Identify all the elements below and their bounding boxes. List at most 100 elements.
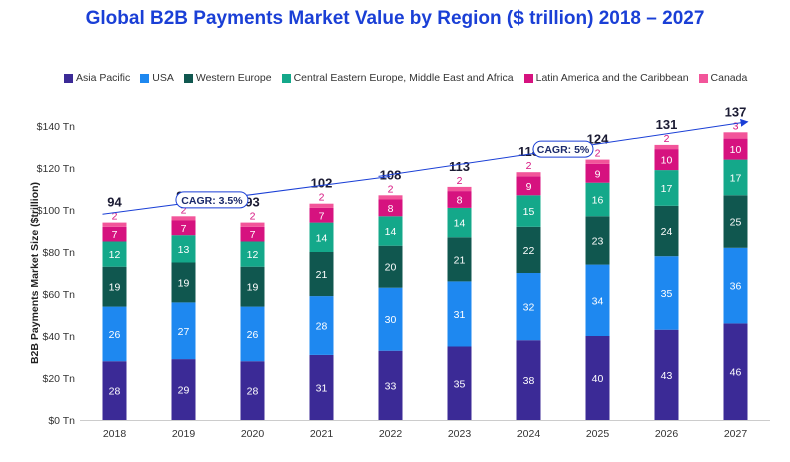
legend-swatch bbox=[64, 73, 73, 83]
legend-item: USA bbox=[140, 72, 174, 84]
bar-total-label: 93 bbox=[245, 195, 259, 210]
legend-label: Asia Pacific bbox=[76, 72, 131, 84]
bar-data-label: 34 bbox=[592, 295, 604, 307]
bar-data-label: 19 bbox=[109, 282, 121, 294]
legend-label: Western Europe bbox=[195, 72, 272, 84]
bar-data-label: 7 bbox=[319, 210, 325, 222]
legend-swatch bbox=[698, 73, 708, 83]
legend-item: Asia Pacific bbox=[64, 72, 130, 84]
bar-data-label: 7 bbox=[181, 223, 187, 235]
bar-data-label: 17 bbox=[661, 183, 673, 195]
bar-segment bbox=[516, 172, 541, 177]
legend-swatch bbox=[183, 73, 193, 83]
legend-item: Canada bbox=[698, 72, 748, 84]
bar-data-label: 26 bbox=[109, 329, 121, 341]
bar-data-label: 27 bbox=[178, 326, 190, 338]
bar-segment bbox=[378, 195, 403, 200]
legend-label: USA bbox=[152, 72, 174, 84]
bar-data-label: 29 bbox=[178, 385, 190, 397]
bar-data-label: 30 bbox=[385, 314, 397, 326]
bar-segment bbox=[654, 329, 679, 420]
cagr-label-box bbox=[532, 140, 594, 158]
bar-segment bbox=[585, 163, 610, 183]
bar-segment bbox=[447, 281, 472, 347]
bar-segment bbox=[447, 191, 472, 208]
bar-segment bbox=[309, 252, 334, 297]
bar-data-label: 9 bbox=[526, 181, 532, 193]
bar-segment bbox=[516, 176, 541, 196]
bar-data-label: 3 bbox=[733, 120, 739, 132]
bar-total-label: 113 bbox=[449, 159, 470, 174]
bar-segment bbox=[585, 216, 610, 265]
bar-segment bbox=[378, 199, 403, 217]
x-tick-label: 2021 bbox=[310, 428, 334, 440]
legend-label: Central Eastern Europe, Middle East and … bbox=[293, 72, 514, 84]
cagr-label-box bbox=[175, 191, 249, 209]
y-tick-label: $80 Tn bbox=[43, 247, 76, 259]
bar-segment bbox=[585, 182, 610, 217]
bar-segment bbox=[585, 336, 610, 420]
bar-data-label: 8 bbox=[388, 203, 394, 215]
bar-data-label: 15 bbox=[523, 206, 535, 218]
x-tick-label: 2025 bbox=[586, 428, 610, 440]
chart-title: Global B2B Payments Market Value by Regi… bbox=[85, 8, 705, 29]
bar-data-label: 7 bbox=[250, 229, 256, 241]
cagr-label: CAGR: 5% bbox=[537, 144, 590, 156]
legend-swatch bbox=[281, 73, 291, 83]
bar-data-label: 8 bbox=[457, 195, 463, 207]
bar-segment bbox=[447, 237, 472, 282]
bar-segment bbox=[240, 306, 265, 362]
bar-data-label: 35 bbox=[454, 378, 466, 390]
bar-segment bbox=[309, 296, 334, 355]
bar-data-label: 2 bbox=[112, 211, 118, 223]
bar-data-label: 2 bbox=[595, 148, 601, 160]
bar-segment bbox=[309, 203, 334, 208]
bar-segment bbox=[378, 287, 403, 351]
bar-segment bbox=[654, 205, 679, 257]
bar-data-label: 43 bbox=[661, 370, 673, 382]
bar-data-label: 16 bbox=[592, 195, 604, 207]
bar-data-label: 7 bbox=[112, 229, 118, 241]
bar-segment bbox=[309, 222, 334, 252]
bar-total-label: 102 bbox=[311, 176, 333, 191]
legend-item: Latin America and the Caribbean bbox=[523, 72, 689, 84]
bar-segment bbox=[723, 138, 748, 160]
bar-segment bbox=[654, 170, 679, 206]
legend-label: Latin America and the Caribbean bbox=[535, 72, 689, 84]
bar-data-label: 17 bbox=[730, 172, 742, 184]
bar-segment bbox=[171, 262, 196, 303]
x-tick-label: 2026 bbox=[655, 428, 679, 440]
bar-segment bbox=[723, 323, 748, 420]
bar-data-label: 22 bbox=[523, 245, 535, 257]
bar-data-label: 20 bbox=[385, 262, 397, 274]
bar-data-label: 2 bbox=[526, 160, 532, 172]
bar-segment bbox=[171, 359, 196, 420]
y-tick-label: $0 Tn bbox=[48, 415, 75, 427]
bar-data-label: 12 bbox=[109, 249, 121, 261]
bar-segment bbox=[516, 273, 541, 341]
legend-swatch bbox=[523, 73, 533, 83]
bar-segment bbox=[240, 361, 265, 420]
bar-data-label: 38 bbox=[523, 375, 535, 387]
y-axis-title: B2B Payments Market Size ($trillion) bbox=[29, 182, 41, 364]
bar-segment bbox=[378, 216, 403, 246]
bar-total-label: 131 bbox=[656, 117, 678, 132]
bar-segment bbox=[171, 220, 196, 236]
bar-segment bbox=[171, 216, 196, 221]
y-tick-label: $60 Tn bbox=[43, 289, 76, 301]
bar-segment bbox=[654, 144, 679, 150]
bar-segment bbox=[516, 340, 541, 420]
bar-data-label: 21 bbox=[454, 254, 466, 266]
bar-data-label: 28 bbox=[316, 321, 328, 333]
bar-data-label: 19 bbox=[247, 282, 259, 294]
bar-data-label: 2 bbox=[457, 175, 463, 187]
bar-data-label: 28 bbox=[247, 386, 259, 398]
bar-data-label: 2 bbox=[388, 183, 394, 195]
bar-data-label: 31 bbox=[316, 382, 328, 394]
legend-label: Canada bbox=[710, 72, 748, 84]
bar-data-label: 14 bbox=[385, 226, 397, 238]
bar-data-label: 28 bbox=[109, 386, 121, 398]
bar-segment bbox=[171, 235, 196, 263]
bar-data-label: 21 bbox=[316, 269, 328, 281]
